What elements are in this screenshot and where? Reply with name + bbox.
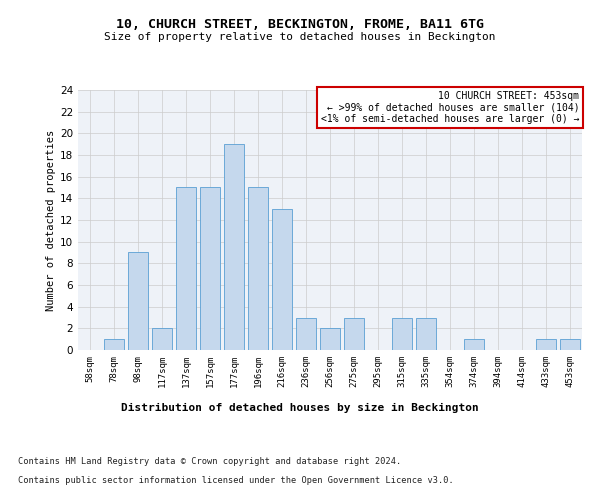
Text: Size of property relative to detached houses in Beckington: Size of property relative to detached ho… — [104, 32, 496, 42]
Y-axis label: Number of detached properties: Number of detached properties — [46, 130, 56, 310]
Bar — [464, 339, 484, 350]
Text: 10 CHURCH STREET: 453sqm
← >99% of detached houses are smaller (104)
<1% of semi: 10 CHURCH STREET: 453sqm ← >99% of detac… — [321, 92, 580, 124]
Bar — [560, 339, 580, 350]
Bar — [200, 188, 220, 350]
Bar — [296, 318, 316, 350]
Bar — [224, 144, 244, 350]
Bar — [176, 188, 196, 350]
Text: Distribution of detached houses by size in Beckington: Distribution of detached houses by size … — [121, 402, 479, 412]
Bar — [272, 209, 292, 350]
Bar — [416, 318, 436, 350]
Bar — [104, 339, 124, 350]
Bar — [344, 318, 364, 350]
Text: 10, CHURCH STREET, BECKINGTON, FROME, BA11 6TG: 10, CHURCH STREET, BECKINGTON, FROME, BA… — [116, 18, 484, 30]
Bar — [128, 252, 148, 350]
Bar — [320, 328, 340, 350]
Bar — [152, 328, 172, 350]
Text: Contains public sector information licensed under the Open Government Licence v3: Contains public sector information licen… — [18, 476, 454, 485]
Text: Contains HM Land Registry data © Crown copyright and database right 2024.: Contains HM Land Registry data © Crown c… — [18, 458, 401, 466]
Bar — [392, 318, 412, 350]
Bar — [536, 339, 556, 350]
Bar — [248, 188, 268, 350]
